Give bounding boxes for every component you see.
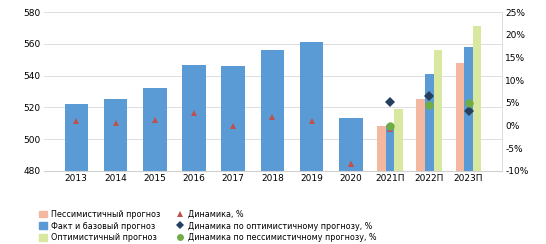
- Bar: [143, 88, 167, 244]
- Bar: [417, 99, 425, 244]
- Bar: [455, 63, 464, 244]
- Bar: [222, 66, 245, 244]
- Bar: [339, 118, 363, 244]
- Bar: [394, 109, 403, 244]
- Bar: [300, 42, 323, 244]
- Bar: [104, 99, 127, 244]
- Bar: [434, 50, 442, 244]
- Bar: [64, 104, 88, 244]
- Bar: [260, 50, 284, 244]
- Bar: [473, 27, 482, 244]
- Bar: [425, 74, 434, 244]
- Bar: [386, 125, 394, 244]
- Bar: [182, 64, 206, 244]
- Bar: [377, 126, 386, 244]
- Legend: Пессимистичный прогноз, Факт и базовый прогноз, Оптимистичный прогноз, Динамика,: Пессимистичный прогноз, Факт и базовый п…: [39, 210, 377, 242]
- Bar: [464, 47, 473, 244]
